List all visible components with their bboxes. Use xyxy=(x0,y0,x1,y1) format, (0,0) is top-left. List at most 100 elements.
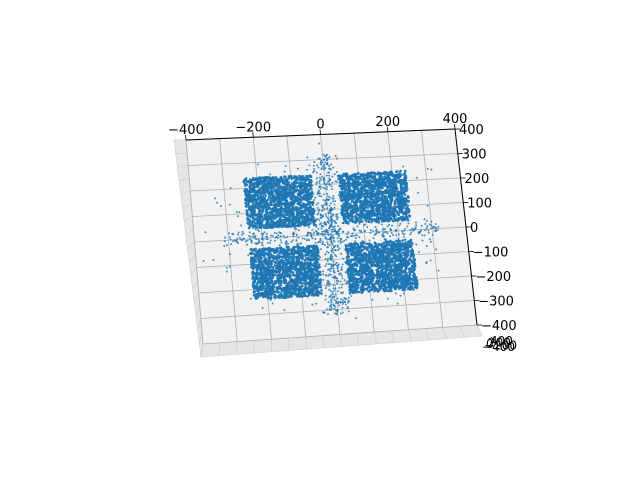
scatter-point xyxy=(266,180,270,184)
side-pane-grid-line xyxy=(180,190,191,195)
side-pane-grid-line xyxy=(182,203,192,209)
scatter-point xyxy=(248,185,252,188)
scatter-point xyxy=(284,175,287,179)
bottom-pane-grid-line xyxy=(373,332,377,344)
scatter-point xyxy=(300,217,304,221)
scatter-point xyxy=(343,195,347,198)
scatter-point xyxy=(343,185,346,189)
scatter-point xyxy=(246,221,250,225)
scatter-point xyxy=(399,190,403,194)
scatter-point xyxy=(254,214,258,217)
scatter-point xyxy=(258,207,261,210)
scatter-point xyxy=(282,201,285,205)
scatter-point xyxy=(249,188,252,192)
scatter-point xyxy=(290,194,294,198)
scatter-point xyxy=(299,285,303,289)
scatter-point xyxy=(299,195,303,199)
scatter-point xyxy=(272,217,276,220)
scatter-point xyxy=(284,264,287,267)
scatter-point xyxy=(387,219,391,223)
scatter-point xyxy=(347,214,350,218)
scatter-point xyxy=(384,209,387,213)
scatter-point xyxy=(291,292,294,296)
scatter-point xyxy=(271,226,274,229)
bottom-pane-grid-line xyxy=(356,333,360,346)
scatter-point xyxy=(253,258,257,261)
scatter-point xyxy=(258,280,262,284)
scatter-point xyxy=(396,170,399,173)
scatter-point xyxy=(303,279,307,282)
scatter-point xyxy=(298,270,301,274)
scatter-point xyxy=(397,211,400,214)
scatter-point xyxy=(404,213,408,216)
scatter-point xyxy=(288,260,291,264)
scatter-point xyxy=(341,221,345,225)
scatter-point xyxy=(386,179,389,183)
scatter-point xyxy=(293,245,297,249)
scatter-point xyxy=(244,189,248,193)
scatter-point xyxy=(319,278,322,281)
scatter-point xyxy=(315,245,319,249)
side-pane-grid-line xyxy=(197,318,202,330)
scatter-point xyxy=(368,200,372,204)
scatter-point xyxy=(397,195,401,198)
scatter-point xyxy=(308,202,311,206)
scatter-point xyxy=(253,279,257,282)
scatter-points xyxy=(202,142,440,320)
scatter-point xyxy=(396,175,399,178)
scatter-point xyxy=(280,249,284,252)
scatter-point xyxy=(366,171,370,175)
scatter-point xyxy=(304,272,308,275)
scatter-point xyxy=(265,290,269,293)
scatter-point xyxy=(313,294,316,297)
scatter-point xyxy=(306,199,310,203)
scatter-point xyxy=(260,256,263,260)
scatter-point xyxy=(399,169,402,173)
scatter-point xyxy=(355,200,358,203)
scatter-point xyxy=(258,220,262,223)
scatter-point xyxy=(270,248,274,251)
side-pane-grid-line xyxy=(192,280,198,290)
scatter-point xyxy=(307,247,311,250)
scatter-point xyxy=(282,295,285,299)
scatter-point xyxy=(311,203,314,207)
scatter-point xyxy=(385,195,388,199)
scatter-point xyxy=(312,281,315,284)
scatter-point xyxy=(254,197,258,201)
scatter-point xyxy=(279,177,283,180)
scatter-point xyxy=(373,184,377,187)
scatter-point xyxy=(244,184,247,187)
scatter-point xyxy=(387,199,390,203)
scatter-point xyxy=(386,212,389,216)
scatter-point xyxy=(252,220,256,223)
scatter-point xyxy=(355,175,359,179)
scatter-point xyxy=(391,207,395,210)
scatter-point xyxy=(304,283,307,287)
scatter-point xyxy=(292,181,296,184)
scatter-point xyxy=(392,216,396,220)
scatter-point xyxy=(304,203,308,207)
scatter-point xyxy=(382,203,385,207)
scatter-point xyxy=(380,212,383,216)
scatter-point xyxy=(295,181,298,184)
scatter-point xyxy=(288,203,292,207)
scatter-point xyxy=(289,283,293,287)
scatter-point xyxy=(252,285,256,289)
scatter-point xyxy=(289,207,293,211)
scatter-point xyxy=(252,290,256,293)
scatter-point xyxy=(302,202,306,205)
scatter-point xyxy=(281,185,284,189)
scatter-point xyxy=(388,217,392,220)
scatter-point xyxy=(308,284,311,288)
scatter-point xyxy=(355,203,358,207)
scatter-point xyxy=(310,250,314,254)
scatter-point xyxy=(350,210,354,213)
scatter-point xyxy=(373,181,377,184)
scatter-point xyxy=(371,214,375,217)
scatter-point xyxy=(315,290,318,294)
scatter-point xyxy=(267,214,270,218)
scatter-point xyxy=(287,175,291,178)
scatter-point xyxy=(278,268,282,272)
scatter-point xyxy=(393,199,397,203)
scatter-point xyxy=(258,187,262,191)
